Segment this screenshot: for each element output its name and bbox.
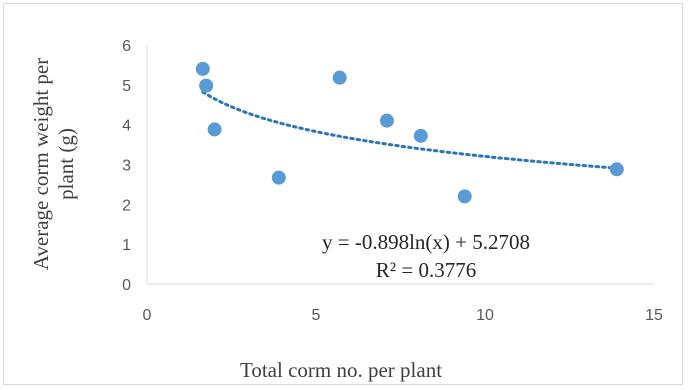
x-axis-title: Total corm no. per plant xyxy=(240,358,442,382)
x-tick-label: 10 xyxy=(476,307,494,324)
y-axis-title-line-2: plant (g) xyxy=(54,128,78,200)
x-tick-label: 5 xyxy=(312,307,321,324)
y-tick-label: 0 xyxy=(122,277,131,294)
y-tick-labels: 0 1 2 3 4 5 6 xyxy=(122,38,131,294)
y-tick-label: 1 xyxy=(122,237,131,254)
data-point xyxy=(457,189,472,204)
data-point xyxy=(271,170,286,185)
r-squared-label: R² = 0.3776 xyxy=(376,258,476,282)
y-axis-title: Average corm weight per plant (g) xyxy=(29,58,78,270)
trendline-equation: y = -0.898ln(x) + 5.2708 xyxy=(322,230,530,254)
trendline xyxy=(201,90,619,170)
y-tick-label: 5 xyxy=(122,78,131,95)
data-point xyxy=(332,70,347,85)
x-tick-label: 15 xyxy=(645,307,663,324)
x-tick-label: 0 xyxy=(143,307,152,324)
data-point xyxy=(413,128,428,143)
y-tick-label: 3 xyxy=(122,158,131,175)
data-point xyxy=(207,122,222,137)
x-tick-labels: 0 5 10 15 xyxy=(143,307,663,324)
y-tick-label: 4 xyxy=(122,118,131,135)
data-point xyxy=(379,113,394,128)
y-tick-label: 2 xyxy=(122,197,131,214)
data-point xyxy=(199,78,214,93)
y-axis-title-line-1: Average corm weight per xyxy=(29,58,53,270)
data-points xyxy=(195,61,624,204)
data-point xyxy=(195,61,210,76)
y-tick-label: 6 xyxy=(122,38,131,55)
data-point xyxy=(609,162,624,177)
